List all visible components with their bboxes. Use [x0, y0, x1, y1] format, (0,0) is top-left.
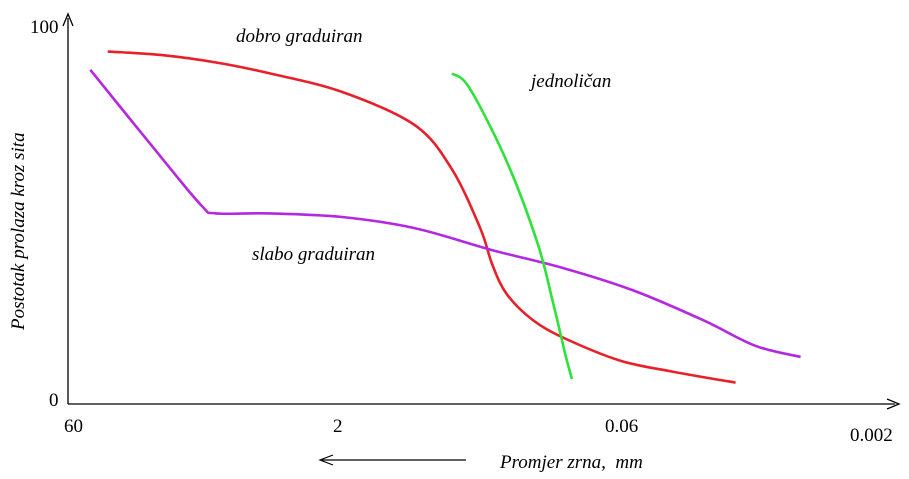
curve-jednolican: [451, 72, 574, 380]
x-tick-label: 2: [333, 416, 343, 437]
x-axis-arrowhead: [886, 398, 901, 410]
direction-arrow: [318, 454, 466, 466]
tick-labels: 100 0 60 2 0.06 0.002: [30, 17, 893, 446]
x-tick-label: 60: [64, 416, 83, 437]
curve-label-dobro-graduiran: dobro graduiran: [236, 26, 363, 47]
x-tick-label: 0.002: [850, 425, 893, 446]
y-tick-label: 100: [30, 17, 59, 38]
y-tick-label: 0: [49, 390, 59, 411]
axes: [62, 12, 901, 410]
curve-labels: dobro graduiran jednoličan slabo graduir…: [236, 26, 611, 265]
plot-area: [89, 50, 801, 384]
curve-dobro-graduiran: [107, 50, 736, 384]
x-axis-title: Promjer zrna, mm: [499, 452, 643, 473]
x-tick-label: 0.06: [605, 416, 638, 437]
curve-slabo-graduiran: [89, 68, 801, 359]
y-axis-title: Postotak prolaza kroz sita: [8, 132, 29, 331]
curve-label-slabo-graduiran: slabo graduiran: [252, 244, 375, 265]
curve-label-jednolican: jednoličan: [528, 71, 611, 92]
y-axis-arrowhead: [62, 12, 74, 27]
